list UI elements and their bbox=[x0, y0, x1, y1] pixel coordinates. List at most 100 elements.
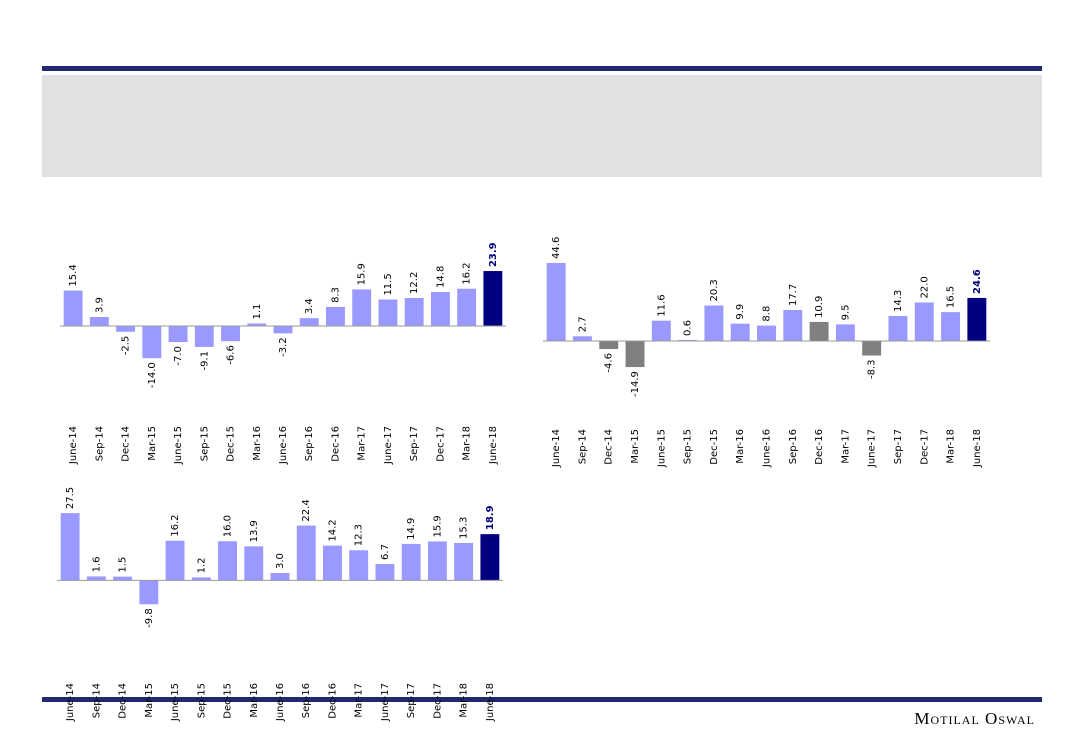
x-tick-label: June-15 bbox=[170, 683, 181, 722]
x-tick-label: Sep-17 bbox=[406, 683, 417, 718]
x-tick-label: Dec-15 bbox=[226, 426, 237, 462]
bar bbox=[247, 323, 267, 326]
x-tick-label: June-18 bbox=[488, 426, 499, 465]
bar bbox=[546, 262, 566, 341]
bar bbox=[244, 546, 264, 581]
bar bbox=[457, 288, 477, 326]
bar bbox=[296, 525, 316, 581]
bar bbox=[704, 305, 724, 341]
value-label: 6.7 bbox=[380, 544, 391, 560]
value-label: 1.6 bbox=[91, 557, 102, 573]
value-label: -14.0 bbox=[147, 362, 158, 388]
value-label: 1.5 bbox=[118, 557, 129, 573]
value-label: -4.6 bbox=[604, 353, 615, 373]
bar bbox=[401, 543, 421, 581]
bar bbox=[678, 339, 698, 341]
x-tick-label: Mar-18 bbox=[459, 683, 470, 718]
x-tick-label: June-16 bbox=[762, 429, 773, 468]
value-label: 20.3 bbox=[709, 279, 720, 301]
value-label: 14.9 bbox=[406, 518, 417, 540]
bar bbox=[116, 326, 136, 332]
bar bbox=[221, 326, 240, 342]
x-tick-label: Dec-14 bbox=[118, 683, 129, 719]
x-tick-label: June-14 bbox=[68, 426, 79, 465]
value-label: -6.6 bbox=[226, 345, 237, 365]
bar bbox=[323, 545, 342, 581]
value-label: 10.9 bbox=[814, 296, 825, 318]
bar bbox=[139, 580, 159, 605]
bar bbox=[273, 326, 293, 334]
bar bbox=[914, 302, 934, 341]
x-tick-label: Mar-15 bbox=[147, 426, 158, 461]
value-label: 23.9 bbox=[488, 242, 499, 267]
header-rule bbox=[42, 66, 1042, 71]
x-tick-label: Sep-17 bbox=[893, 429, 904, 464]
x-tick-label: Mar-15 bbox=[144, 683, 155, 718]
bar bbox=[375, 563, 395, 581]
x-tick-label: Mar-17 bbox=[840, 429, 851, 464]
x-tick-label: Mar-18 bbox=[946, 429, 957, 464]
bar bbox=[165, 540, 185, 581]
value-label: -14.9 bbox=[630, 371, 641, 397]
value-label: 12.3 bbox=[354, 524, 365, 546]
value-label: 15.9 bbox=[357, 263, 368, 285]
bar bbox=[168, 326, 188, 343]
bar bbox=[86, 576, 106, 581]
bar bbox=[60, 513, 80, 581]
value-label: 11.5 bbox=[383, 273, 394, 295]
bar bbox=[427, 541, 447, 581]
bar bbox=[625, 341, 645, 368]
value-label: 44.6 bbox=[551, 237, 562, 259]
x-tick-label: Dec-16 bbox=[327, 683, 338, 719]
bar bbox=[218, 541, 237, 581]
bar bbox=[326, 306, 345, 326]
value-label: 1.1 bbox=[252, 304, 263, 320]
value-label: 15.4 bbox=[68, 264, 79, 286]
value-label: 8.3 bbox=[330, 287, 341, 303]
value-label: -2.5 bbox=[121, 336, 132, 356]
x-tick-label: June-18 bbox=[485, 683, 496, 722]
value-label: 17.7 bbox=[788, 284, 799, 306]
x-tick-label: June-17 bbox=[380, 683, 391, 722]
x-tick-label: June-16 bbox=[275, 683, 286, 722]
value-label: -9.1 bbox=[199, 351, 210, 371]
x-tick-label: Dec-14 bbox=[121, 426, 132, 462]
value-label: -9.8 bbox=[144, 608, 155, 628]
x-tick-label: Sep-14 bbox=[91, 683, 102, 718]
bar bbox=[113, 576, 133, 581]
x-tick-label: Sep-16 bbox=[788, 429, 799, 464]
value-label: 22.4 bbox=[301, 499, 312, 521]
value-label: 15.3 bbox=[459, 517, 470, 539]
value-label: 3.9 bbox=[94, 297, 105, 313]
value-label: 27.5 bbox=[65, 487, 76, 509]
value-label: 8.8 bbox=[762, 306, 773, 322]
value-label: 16.2 bbox=[462, 262, 473, 284]
bar bbox=[599, 341, 619, 350]
x-tick-label: Mar-16 bbox=[249, 683, 260, 718]
header-box bbox=[42, 75, 1042, 177]
x-tick-label: Sep-15 bbox=[683, 429, 694, 464]
x-tick-label: Dec-15 bbox=[709, 429, 720, 465]
bar bbox=[430, 291, 450, 326]
x-tick-label: June-15 bbox=[173, 426, 184, 465]
x-tick-label: Dec-17 bbox=[432, 683, 443, 719]
value-label: 22.0 bbox=[919, 276, 930, 298]
x-tick-label: June-14 bbox=[65, 683, 76, 722]
x-tick-label: June-15 bbox=[656, 429, 667, 468]
x-tick-label: June-17 bbox=[867, 429, 878, 468]
bar bbox=[783, 310, 803, 341]
value-label: 3.4 bbox=[304, 298, 315, 314]
bar bbox=[194, 326, 214, 347]
bar bbox=[63, 290, 83, 326]
value-label: -3.2 bbox=[278, 337, 289, 357]
bar bbox=[967, 297, 987, 341]
brand: Motilal Oswal bbox=[914, 709, 1035, 728]
bar bbox=[651, 320, 671, 341]
bar bbox=[572, 336, 592, 341]
bar bbox=[480, 534, 500, 581]
x-tick-label: June-17 bbox=[383, 426, 394, 465]
x-tick-label: Sep-16 bbox=[304, 426, 315, 461]
value-label: 16.0 bbox=[223, 515, 234, 537]
bar bbox=[142, 326, 162, 359]
